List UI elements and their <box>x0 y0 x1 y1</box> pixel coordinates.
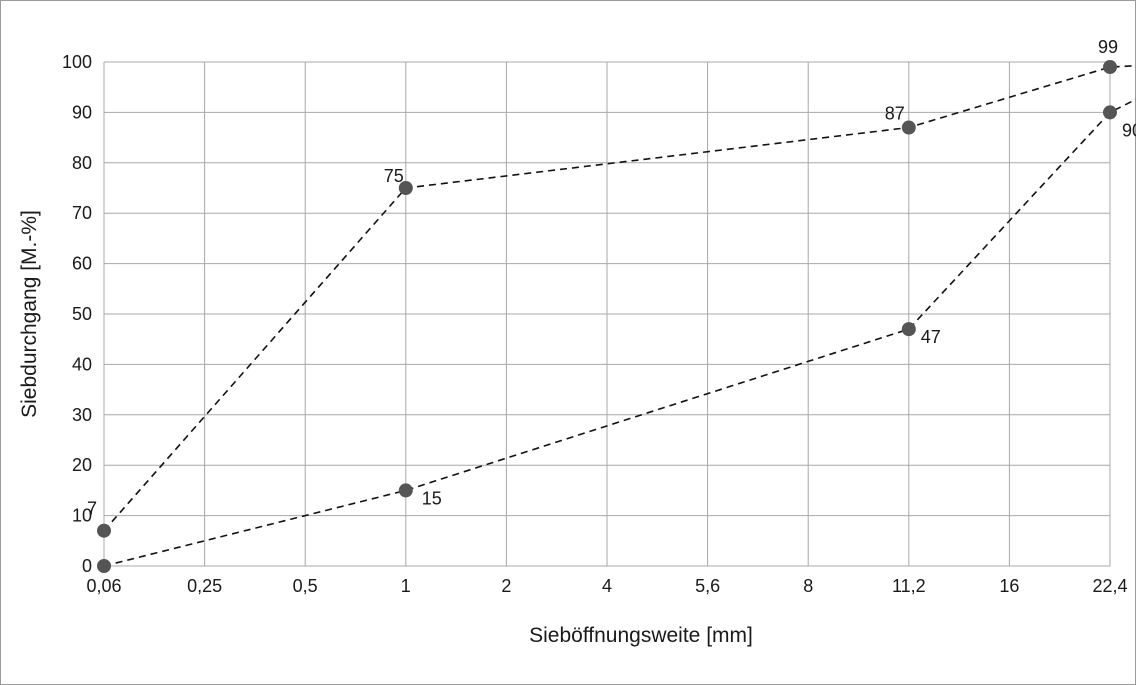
data-label-0-3: 99 <box>1098 37 1118 57</box>
y-tick-label-50: 50 <box>72 304 92 324</box>
data-label-1-1: 15 <box>422 488 442 508</box>
y-tick-labels: 0 10 20 30 40 50 60 70 80 90 100 <box>62 52 92 576</box>
data-label-0-2: 87 <box>885 104 905 124</box>
y-tick-label-10: 10 <box>72 506 92 526</box>
x-tick-label-2: 0,5 <box>293 576 318 596</box>
data-label-0-0: 7 <box>87 499 97 519</box>
series-1-line <box>103 98 1136 567</box>
data-label-1-3: 90 <box>1122 120 1136 140</box>
data-label-1-2: 47 <box>921 327 941 347</box>
y-tick-label-90: 90 <box>72 102 92 122</box>
y-tick-label-30: 30 <box>72 405 92 425</box>
x-tick-label-3: 1 <box>401 576 411 596</box>
y-tick-label-20: 20 <box>72 455 92 475</box>
series-0-point-1 <box>398 181 413 195</box>
x-tick-label-5: 4 <box>602 576 612 596</box>
series-1-point-1 <box>398 483 413 498</box>
x-tick-label-10: 22,4 <box>1092 576 1127 596</box>
x-axis-title: Sieböffnungsweite [mm] <box>529 624 753 647</box>
x-tick-label-1: 0,25 <box>187 576 222 596</box>
data-markers <box>97 60 1117 573</box>
vertical-gridlines <box>103 62 1111 566</box>
y-tick-label-100: 100 <box>62 52 92 72</box>
x-tick-label-6: 5,6 <box>695 576 720 596</box>
y-tick-label-40: 40 <box>72 354 92 374</box>
x-tick-label-9: 16 <box>999 576 1019 596</box>
x-tick-label-4: 2 <box>501 576 511 596</box>
y-tick-label-70: 70 <box>72 203 92 223</box>
y-tick-label-80: 80 <box>72 153 92 173</box>
series-0-line <box>103 64 1136 532</box>
series-1-point-3 <box>1103 105 1117 120</box>
series-1-point-0 <box>97 559 111 573</box>
y-tick-label-0: 0 <box>82 556 92 576</box>
x-tick-label-7: 8 <box>803 576 813 596</box>
y-tick-label-60: 60 <box>72 254 92 274</box>
series-1-point-2 <box>901 322 916 337</box>
series-0-point-3 <box>1103 60 1117 75</box>
data-labels: 7758799100154790 <box>87 37 1136 519</box>
y-axis-title: Siebdurchgang [M.-%] <box>18 210 41 418</box>
series-0-point-0 <box>97 523 111 538</box>
x-tick-label-0: 0,06 <box>86 576 121 596</box>
data-label-0-1: 75 <box>384 166 404 186</box>
x-tick-label-8: 11,2 <box>892 576 926 596</box>
series-0-point-2 <box>901 120 916 135</box>
